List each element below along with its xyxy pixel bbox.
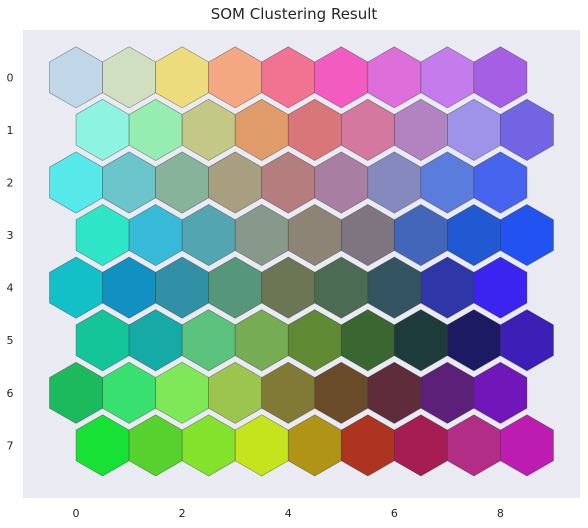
y-tick-label: 4	[7, 282, 14, 295]
hex-cell-r4-c8	[473, 256, 528, 319]
y-tick-label: 0	[7, 71, 14, 84]
y-axis-ticks: 0 1 2 3 4 5 6 7	[7, 71, 14, 452]
x-tick-label: 4	[285, 507, 292, 520]
y-tick-label: 5	[7, 334, 14, 347]
x-tick-label: 8	[497, 507, 504, 520]
hex-cell-r5-c8	[500, 309, 554, 372]
x-axis-ticks: 0 2 4 6 8	[73, 507, 504, 520]
hex-cell-r0-c8	[473, 46, 528, 109]
chart-title: SOM Clustering Result	[210, 5, 378, 23]
y-tick-label: 7	[7, 439, 14, 452]
hex-cell-r2-c8	[473, 151, 528, 214]
x-tick-label: 0	[73, 507, 80, 520]
hex-cell-r7-c8	[500, 414, 554, 477]
hex-grid	[49, 46, 554, 477]
hex-cell-r1-c8	[500, 98, 554, 161]
x-tick-label: 6	[391, 507, 398, 520]
y-tick-label: 1	[7, 124, 14, 137]
hex-cell-r3-c8	[500, 204, 554, 267]
y-tick-label: 6	[7, 387, 14, 400]
hex-cell-r6-c8	[473, 361, 528, 424]
y-tick-label: 3	[7, 229, 14, 242]
x-tick-label: 2	[179, 507, 186, 520]
y-tick-label: 2	[7, 176, 14, 189]
